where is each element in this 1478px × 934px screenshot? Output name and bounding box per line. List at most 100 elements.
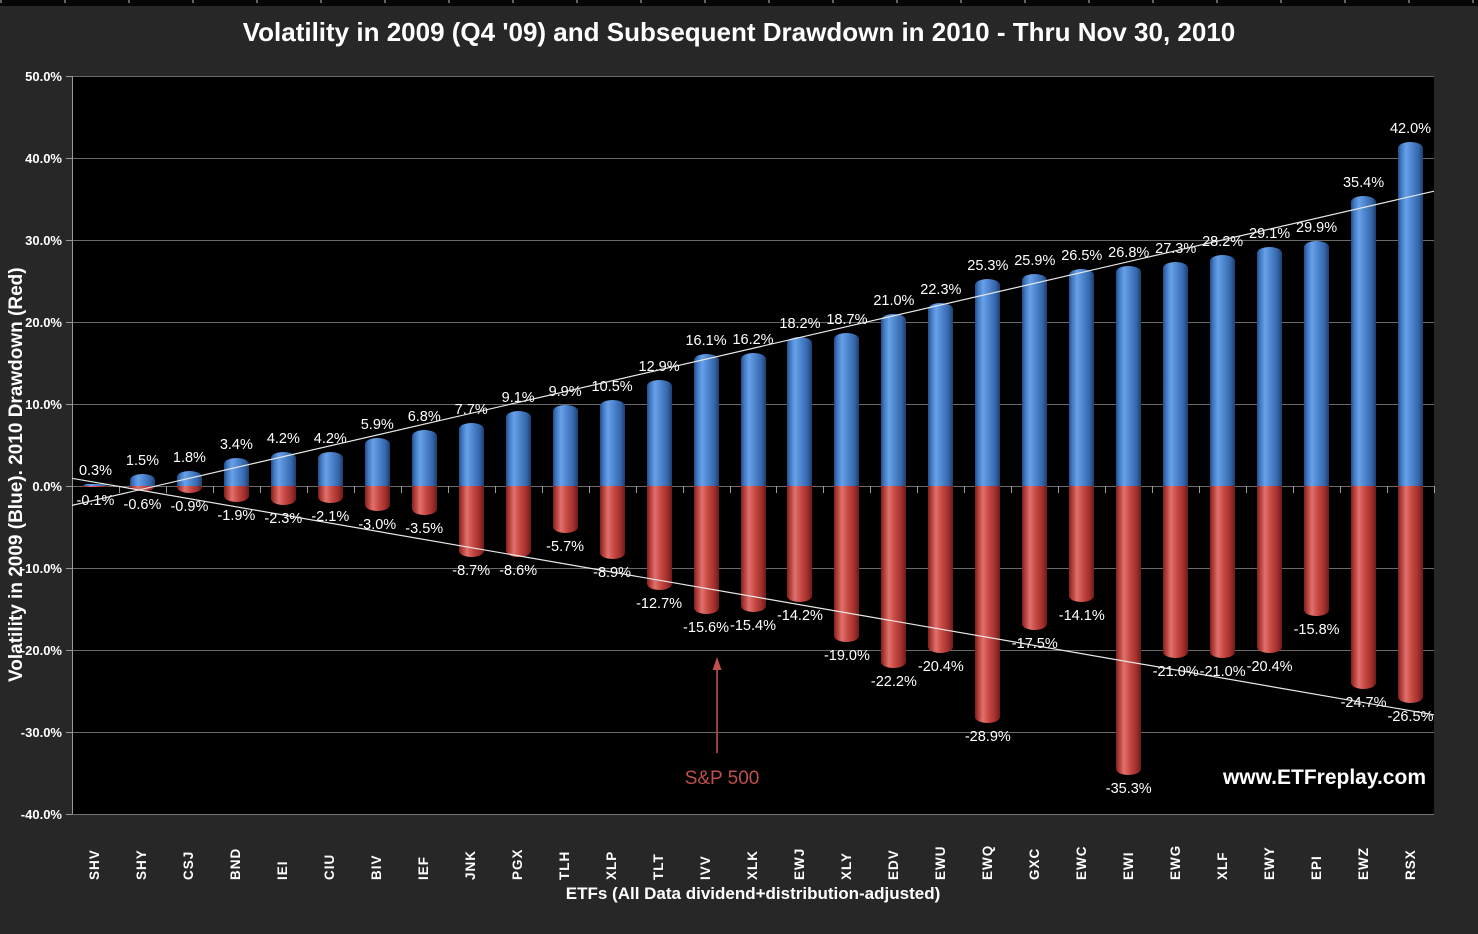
- bar-volatility-TLT: [646, 380, 672, 486]
- category-tick: [400, 486, 402, 493]
- bar-drawdown-SHV: [82, 486, 108, 487]
- category-tick: [447, 486, 449, 493]
- x-tick-label-EWI: EWI: [1120, 851, 1136, 881]
- bar-volatility-IEF: [411, 430, 437, 486]
- bar-drawdown-EWZ: [1351, 486, 1377, 689]
- x-tick-label-EPI: EPI: [1308, 855, 1324, 880]
- data-label-volatility-XLP: 10.5%: [591, 378, 633, 395]
- category-tick: [870, 486, 872, 493]
- x-tick-label-CIU: CIU: [322, 853, 338, 880]
- y-tick-10: [66, 404, 72, 405]
- bar-drawdown-BND: [223, 486, 249, 502]
- bar-volatility-XLY: [834, 332, 860, 486]
- bar-volatility-XLF: [1210, 254, 1236, 486]
- x-tick-label-BIV: BIV: [369, 854, 385, 880]
- y-tick--40: [66, 814, 72, 815]
- category-tick: [494, 486, 496, 493]
- bar-drawdown-EWQ: [975, 486, 1001, 723]
- data-label-drawdown-TLT: -12.7%: [636, 596, 683, 613]
- bar-drawdown-EWJ: [787, 486, 813, 603]
- gridline-50: [72, 76, 1434, 77]
- y-tick-30: [66, 240, 72, 241]
- category-tick: [1246, 486, 1248, 493]
- category-tick: [306, 486, 308, 493]
- y-tick-50: [66, 76, 72, 77]
- bar-volatility-EWY: [1257, 247, 1283, 486]
- bar-volatility-EWI: [1116, 266, 1142, 486]
- x-tick-label-EWG: EWG: [1167, 844, 1183, 880]
- bar-drawdown-JNK: [458, 486, 484, 558]
- bar-volatility-EWZ: [1351, 195, 1377, 486]
- category-tick: [541, 486, 543, 493]
- bar-drawdown-XLY: [834, 486, 860, 642]
- x-tick-label-IEI: IEI: [275, 860, 291, 880]
- watermark-link[interactable]: www.ETFreplay.com: [1222, 766, 1426, 789]
- data-label-drawdown-EPI: -15.8%: [1293, 621, 1340, 638]
- y-tick-label: 0.0%: [32, 479, 62, 494]
- category-tick: [964, 486, 966, 493]
- bar-drawdown-EPI: [1304, 486, 1330, 616]
- x-tick-label-XLF: XLF: [1214, 851, 1230, 881]
- bar-volatility-RSX: [1398, 141, 1424, 486]
- category-tick: [1011, 486, 1013, 493]
- x-tick-label-SHY: SHY: [134, 849, 150, 880]
- y-tick-label: -20.0%: [20, 643, 62, 658]
- data-label-drawdown-EWU: -20.4%: [917, 659, 964, 676]
- x-tick-label-EWC: EWC: [1073, 845, 1089, 881]
- bar-drawdown-BIV: [364, 486, 390, 511]
- y-tick-label: -30.0%: [20, 725, 62, 740]
- x-tick-label-TLT: TLT: [651, 853, 667, 880]
- bar-drawdown-EWG: [1163, 486, 1189, 659]
- y-axis-line: [72, 76, 73, 814]
- bar-drawdown-IEI: [270, 486, 296, 505]
- bar-volatility-CIU: [317, 451, 343, 486]
- y-tick--30: [66, 732, 72, 733]
- sp500-annotation-label: S&P 500: [684, 768, 760, 789]
- category-tick: [729, 486, 731, 493]
- bar-drawdown-XLK: [740, 486, 766, 613]
- y-tick-label: 40.0%: [25, 151, 62, 166]
- x-tick-label-BND: BND: [228, 847, 244, 880]
- category-tick: [1434, 486, 1435, 493]
- chart-title: Volatility in 2009 (Q4 '09) and Subseque…: [242, 17, 1236, 47]
- bar-drawdown-XLF: [1210, 486, 1236, 659]
- x-tick-label-EDV: EDV: [885, 849, 901, 880]
- y-tick--20: [66, 650, 72, 651]
- bar-volatility-JNK: [458, 422, 484, 486]
- bar-volatility-CSJ: [176, 471, 202, 486]
- bar-drawdown-EWU: [928, 486, 954, 654]
- gridline--40: [72, 814, 1434, 815]
- data-label-volatility-CIU: 4.2%: [313, 430, 347, 447]
- x-axis-title: ETFs (All Data dividend+distribution-adj…: [565, 884, 941, 903]
- category-tick: [259, 486, 261, 493]
- bar-drawdown-EWC: [1069, 486, 1095, 602]
- bar-drawdown-IVV: [693, 486, 719, 614]
- category-tick: [165, 486, 167, 493]
- bar-volatility-TLH: [552, 404, 578, 486]
- data-label-volatility-TLT: 12.9%: [638, 359, 680, 376]
- bar-drawdown-GXC: [1022, 486, 1048, 630]
- data-label-volatility-XLK: 16.2%: [732, 332, 774, 349]
- bar-drawdown-TLH: [552, 486, 578, 533]
- x-tick-label-EWY: EWY: [1261, 846, 1277, 880]
- category-tick: [212, 486, 214, 493]
- data-label-drawdown-EWQ: -28.9%: [964, 728, 1011, 745]
- x-tick-label-XLK: XLK: [745, 850, 760, 880]
- category-tick: [1105, 486, 1107, 493]
- data-label-volatility-RSX: 42.0%: [1389, 120, 1432, 137]
- y-tick-label: -10.0%: [20, 561, 62, 576]
- category-tick: [682, 486, 684, 493]
- x-tick-label-XLP: XLP: [604, 850, 620, 880]
- data-label-volatility-EWU: 22.3%: [920, 282, 962, 299]
- bar-volatility-SHY: [129, 473, 155, 486]
- category-tick: [588, 486, 590, 493]
- x-tick-label-IVV: IVV: [698, 855, 714, 880]
- category-tick: [1058, 486, 1060, 493]
- bar-volatility-XLK: [740, 353, 766, 486]
- x-tick-label-JNK: JNK: [463, 849, 479, 880]
- bar-volatility-EWJ: [787, 336, 813, 486]
- category-tick: [823, 486, 825, 493]
- data-label-drawdown-PGX: -8.6%: [499, 562, 538, 579]
- bar-drawdown-PGX: [505, 486, 531, 557]
- bar-drawdown-TLT: [646, 486, 672, 591]
